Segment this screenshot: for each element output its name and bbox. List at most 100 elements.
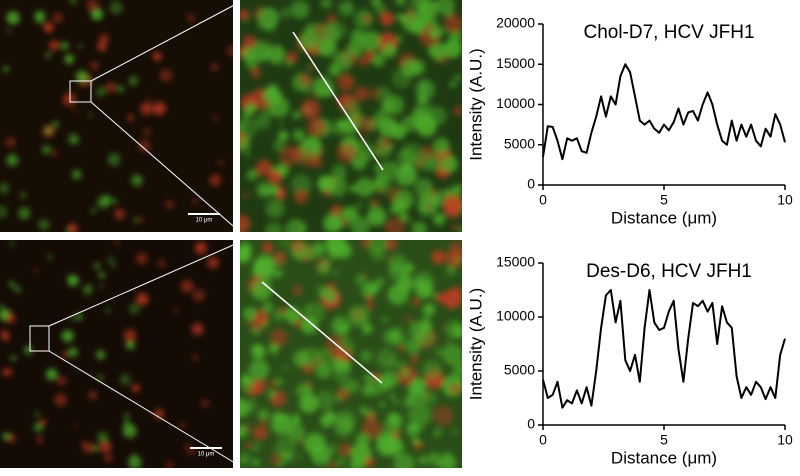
texture-blob	[251, 263, 266, 278]
texture-blob	[454, 74, 462, 82]
texture-blob	[363, 14, 371, 23]
texture-blob	[337, 119, 345, 127]
texture-blob	[443, 194, 462, 215]
texture-blob	[355, 433, 370, 448]
texture-blob	[275, 377, 283, 386]
texture-blob	[33, 422, 44, 433]
texture-blob	[82, 284, 93, 296]
texture-blob	[6, 154, 19, 167]
texture-blob	[309, 65, 314, 70]
texture-blob	[337, 73, 355, 91]
texture-blob	[260, 418, 268, 426]
texture-blob	[327, 176, 348, 197]
texture-blob	[439, 454, 457, 468]
texture-blob	[191, 322, 204, 336]
texture-blob	[40, 419, 46, 426]
texture-blob	[407, 4, 414, 11]
texture-blob	[367, 206, 387, 226]
texture-blob	[257, 409, 270, 421]
texture-blob	[359, 406, 367, 414]
texture-blob	[159, 68, 173, 82]
texture-blob	[314, 348, 333, 367]
texture-blob	[417, 97, 423, 102]
texture-blob	[395, 164, 418, 187]
texture-blob	[431, 250, 446, 265]
texture-blob	[433, 213, 446, 226]
texture-blob	[373, 174, 392, 193]
texture-blob	[356, 202, 363, 209]
guide-line	[48, 350, 241, 467]
texture-blob	[331, 164, 348, 181]
texture-blob	[397, 275, 414, 293]
texture-blob	[362, 384, 374, 397]
texture-blob	[331, 316, 349, 334]
texture-blob	[298, 149, 317, 168]
texture-blob	[82, 441, 87, 446]
texture-blob	[98, 272, 105, 279]
texture-blob	[5, 137, 16, 148]
texture-blob	[240, 453, 251, 466]
texture-blob	[299, 73, 313, 87]
texture-blob	[77, 43, 83, 50]
texture-blob	[396, 326, 402, 331]
texture-blob	[157, 259, 166, 268]
micrograph	[0, 0, 233, 232]
texture-blob	[390, 414, 404, 428]
texture-blob	[366, 295, 373, 302]
texture-blob	[284, 307, 301, 324]
texture-blob	[389, 393, 396, 400]
texture-blob	[382, 316, 388, 323]
texture-blob	[336, 142, 357, 163]
texture-blob	[434, 347, 444, 356]
texture-blob	[179, 422, 186, 428]
texture-blob	[452, 429, 458, 435]
texture-blob	[327, 461, 338, 468]
texture-blob	[285, 218, 306, 232]
texture-blob	[283, 366, 288, 371]
texture-blob	[92, 445, 99, 452]
texture-blob	[165, 200, 174, 209]
texture-blob	[442, 289, 462, 309]
guide-line	[48, 241, 241, 327]
texture-blob	[389, 204, 399, 215]
texture-blob	[110, 262, 117, 268]
texture-blob	[382, 43, 397, 58]
x-tick-label: 10	[777, 192, 793, 208]
texture-blob	[72, 169, 82, 180]
texture-blob	[68, 134, 79, 145]
texture-blob	[292, 285, 303, 296]
texture-blob	[248, 359, 269, 380]
y-tick-label: 15000	[496, 254, 535, 270]
guide-line	[90, 101, 241, 233]
x-axis-label: Distance (μm)	[611, 208, 717, 227]
texture-blob	[207, 256, 219, 269]
texture-blob	[274, 269, 283, 278]
texture-blob	[418, 455, 428, 466]
texture-blob	[286, 51, 298, 63]
texture-blob	[451, 366, 462, 381]
texture-blob	[245, 442, 252, 449]
texture-blob	[448, 240, 462, 258]
texture-blob	[105, 82, 117, 93]
texture-blob	[358, 56, 369, 67]
texture-blob	[334, 270, 339, 275]
texture-blob	[373, 56, 383, 66]
texture-blob	[360, 316, 367, 323]
texture-blob	[128, 455, 142, 468]
texture-blob	[433, 429, 442, 437]
texture-blob	[349, 457, 365, 468]
texture-blob	[44, 126, 53, 135]
texture-blob	[252, 458, 260, 467]
texture-blob	[133, 218, 138, 223]
texture-blob	[358, 116, 376, 134]
texture-blob	[35, 412, 40, 417]
texture-blob	[336, 242, 352, 259]
texture-blob	[307, 117, 327, 137]
texture-blob	[265, 199, 285, 218]
texture-blob	[131, 453, 137, 459]
texture-blob	[268, 343, 279, 354]
texture-blob	[103, 453, 113, 463]
texture-blob	[278, 413, 287, 422]
texture-blob	[97, 431, 109, 444]
texture-blob	[166, 461, 173, 468]
